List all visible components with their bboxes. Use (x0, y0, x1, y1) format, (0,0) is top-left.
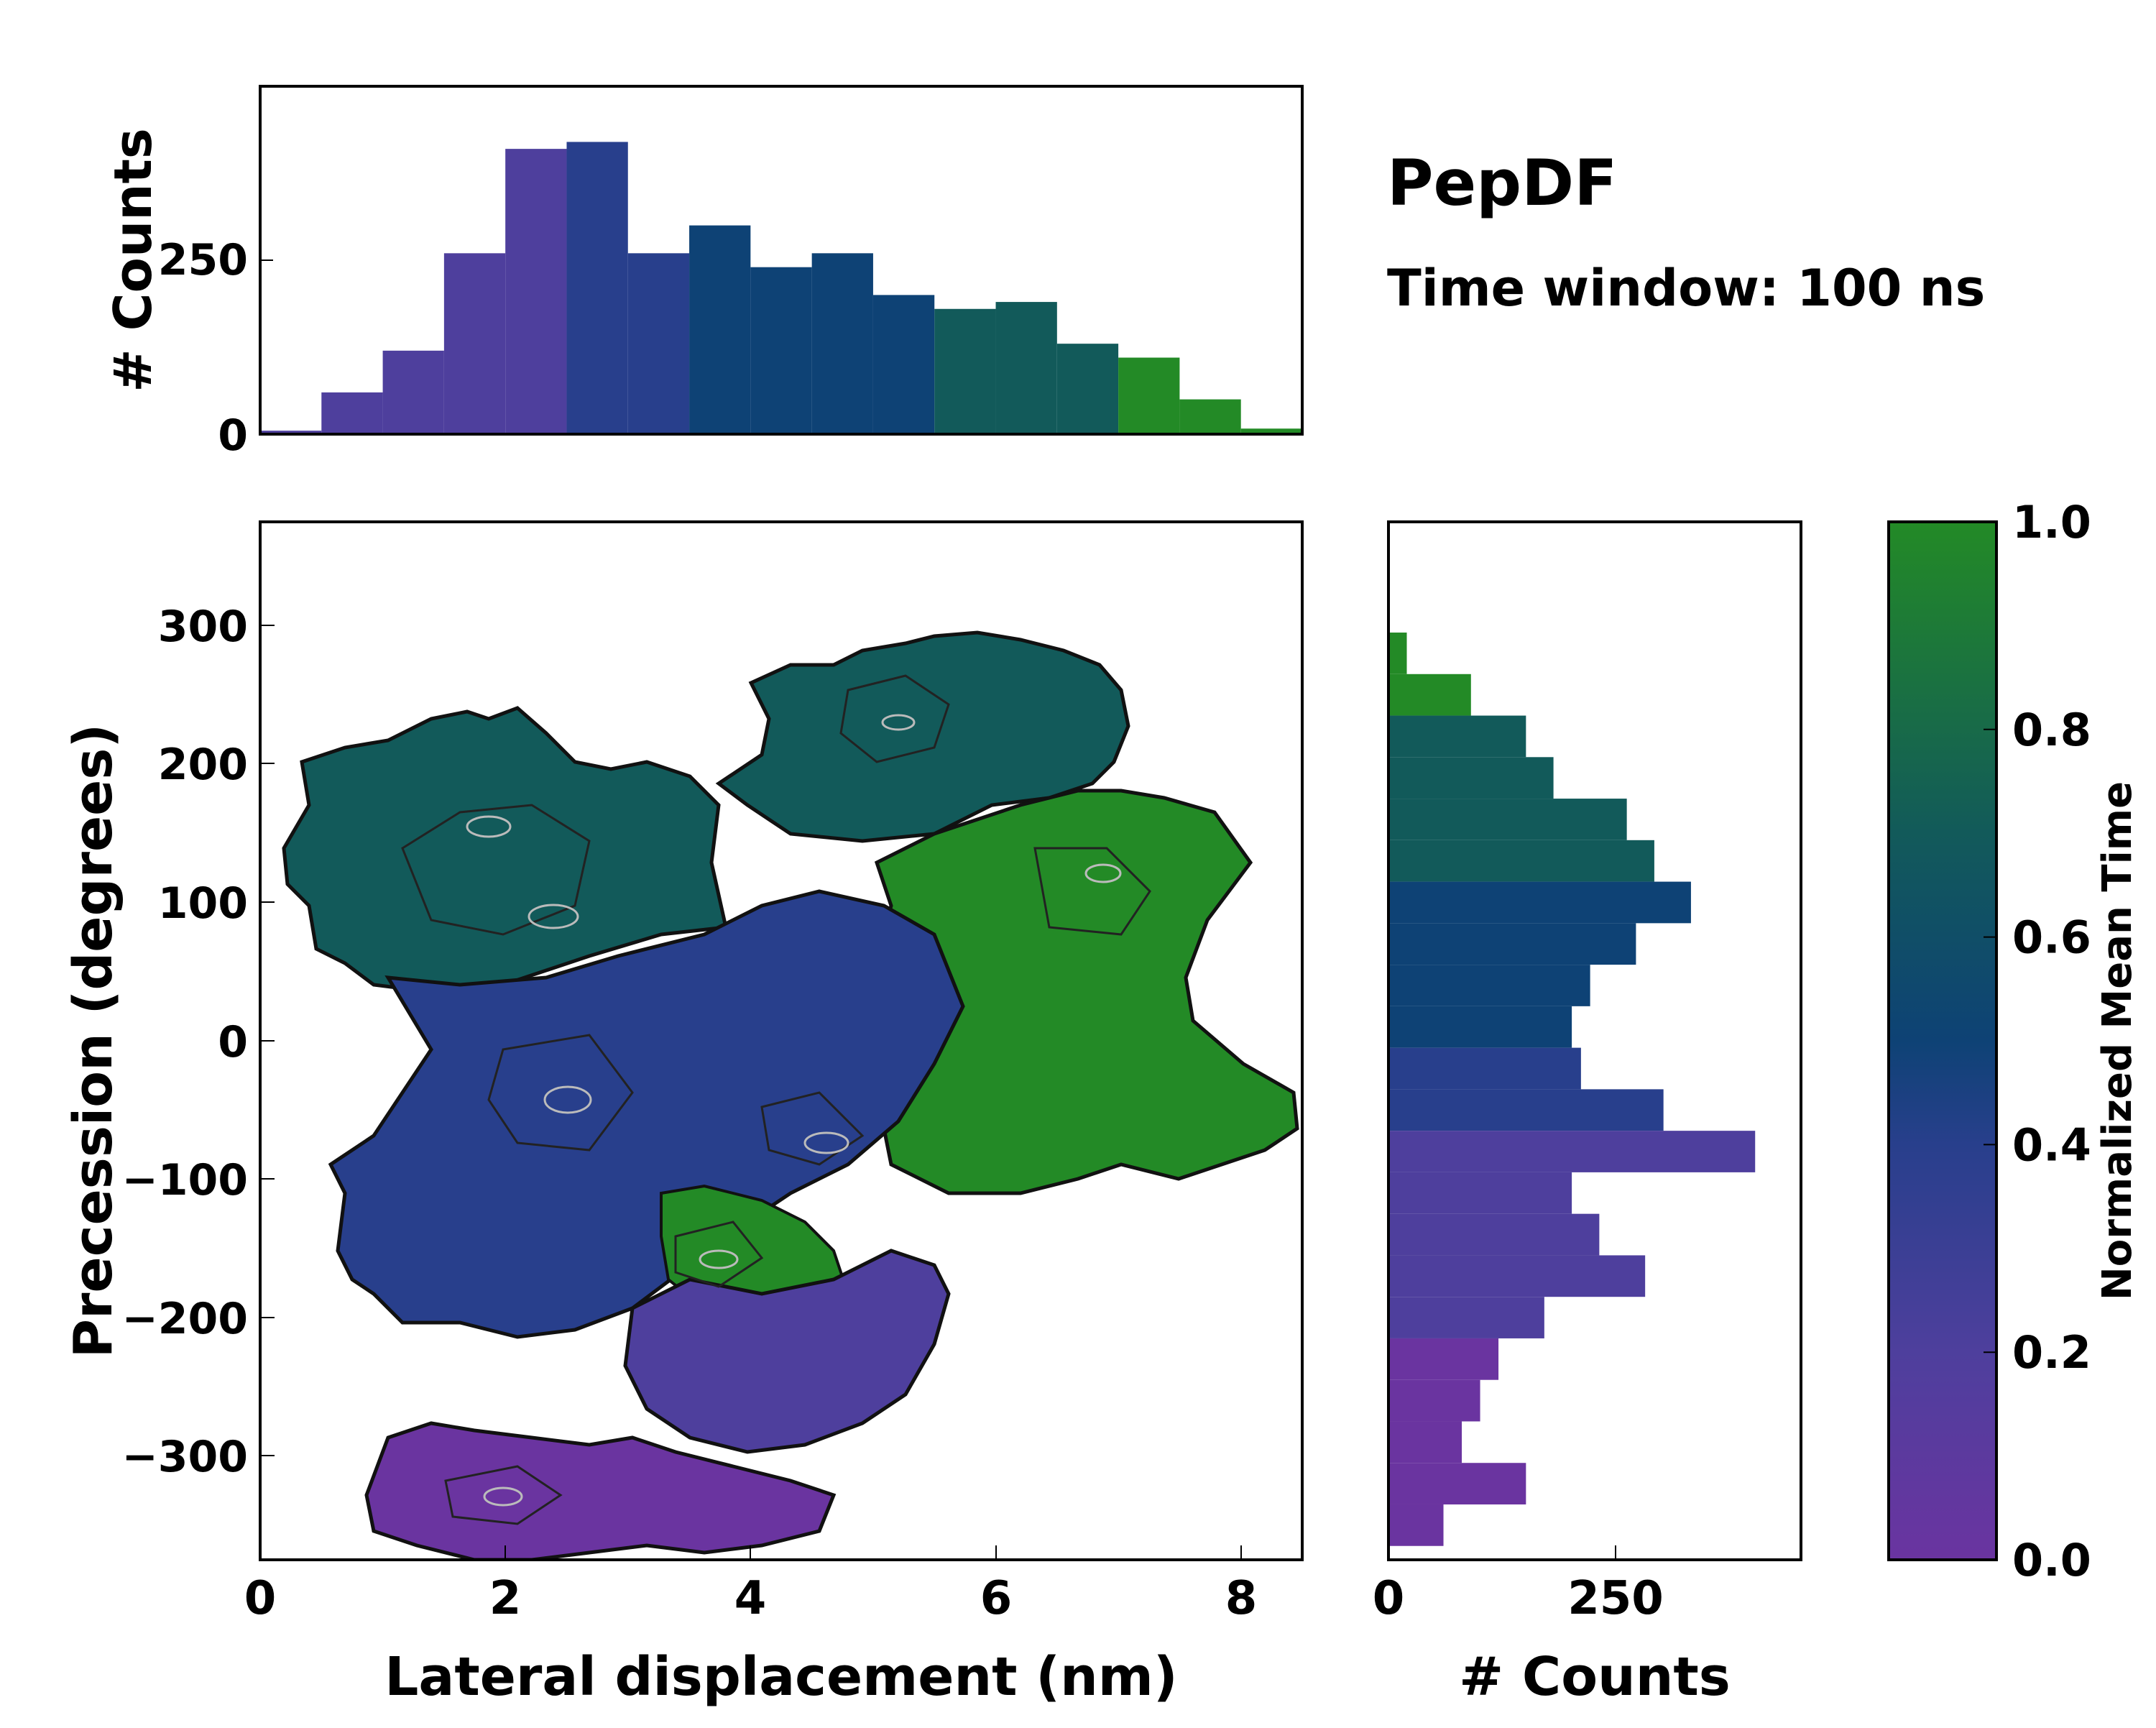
right-histogram-bar (1388, 840, 1654, 882)
main-xlabel: Lateral displacement (nm) (384, 1646, 1177, 1708)
xtick-label-2: 2 (489, 1572, 522, 1625)
right-histogram-bar (1388, 1297, 1544, 1338)
top-histogram: # Counts 0 250 (103, 85, 1304, 461)
top-histogram-bar (627, 253, 690, 434)
region-upper-left (282, 706, 729, 994)
right-histogram-bar (1388, 1504, 1444, 1546)
figure-title: PepDF (1387, 146, 1617, 220)
main-heatmap: 0 2 4 6 8 300 200 100 0 −100 −200 −300 L… (63, 520, 1304, 1708)
right-histogram-bar (1388, 1131, 1756, 1172)
top-histogram-bar (689, 225, 751, 434)
top-histogram-bar (321, 392, 383, 434)
colorbar-label: Normalized Mean Time (2094, 781, 2141, 1300)
colorbar-ticks: 1.0 0.8 0.6 0.4 0.2 0.0 (1984, 496, 2091, 1586)
region-bottom-purple (364, 1421, 837, 1560)
top-histogram-ylabel: # Counts (103, 128, 163, 392)
top-histogram-bar (934, 308, 996, 434)
top-histogram-bar (1056, 344, 1119, 434)
right-histogram-bar (1388, 1089, 1664, 1131)
ytick-label-100: 100 (158, 878, 248, 929)
figure-subtitle: Time window: 100 ns (1387, 259, 1985, 318)
top-histogram-bar (1179, 399, 1241, 434)
right-histogram-xlabel: # Counts (1459, 1646, 1731, 1708)
right-histogram-bar (1388, 757, 1554, 799)
ytick-label-300: 300 (158, 602, 248, 652)
main-x-ticks: 0 2 4 6 8 (244, 1545, 1258, 1625)
colorbar-tick-label: 0.0 (2012, 1534, 2091, 1586)
region-upper-right (715, 630, 1130, 843)
right-histogram-bar (1388, 715, 1526, 758)
right-histogram-bar (1388, 1379, 1480, 1422)
colorbar: 1.0 0.8 0.6 0.4 0.2 0.0 Normalized Mean Time (1887, 496, 2141, 1586)
top-histogram-bar (443, 253, 506, 434)
right-histogram-bar (1388, 1172, 1572, 1214)
xtick-label-6: 6 (980, 1572, 1013, 1625)
right-histogram-bar (1388, 881, 1691, 924)
right-histogram-bar (1388, 1047, 1581, 1090)
right-histogram-bar (1388, 633, 1407, 674)
right-histogram-bars (1388, 633, 1756, 1546)
xtick-label-0: 0 (244, 1572, 277, 1625)
top-ytick-label-0: 0 (218, 410, 248, 461)
colorbar-gradient (1887, 520, 1998, 1561)
region-lower-purple (623, 1249, 951, 1454)
ytick-label-0: 0 (218, 1017, 248, 1067)
top-histogram-bar (872, 295, 935, 434)
right-histogram-bar (1388, 965, 1590, 1006)
density-peaks (466, 714, 1122, 1507)
right-xtick-label-0: 0 (1373, 1572, 1405, 1625)
top-ytick-label-250: 250 (158, 235, 248, 285)
top-histogram-bar (382, 350, 444, 434)
colorbar-tick-label: 0.2 (2012, 1326, 2091, 1379)
ytick-label-neg200: −200 (121, 1294, 248, 1344)
main-ylabel: Precession (degrees) (63, 724, 124, 1358)
ytick-label-200: 200 (158, 740, 248, 790)
right-histogram-bar (1388, 799, 1627, 840)
top-histogram-bar (505, 149, 567, 434)
xtick-label-4: 4 (734, 1572, 767, 1625)
right-histogram-bar (1388, 1006, 1572, 1048)
right-histogram-bar (1388, 1421, 1462, 1463)
right-histogram-bar (1388, 1213, 1600, 1256)
colorbar-tick-label: 0.6 (2012, 911, 2091, 964)
top-histogram-bar (995, 302, 1057, 434)
ytick-label-neg100: −100 (121, 1155, 248, 1205)
top-histogram-bar (750, 267, 812, 434)
top-histogram-bar (1118, 357, 1180, 434)
right-histogram-frame (1387, 520, 1802, 1561)
colorbar-tick-label: 0.4 (2012, 1118, 2091, 1171)
right-histogram: 0 250 # Counts (1373, 520, 1802, 1708)
xtick-label-8: 8 (1225, 1572, 1258, 1625)
right-histogram-bar (1388, 674, 1471, 716)
right-histogram-bar (1388, 1255, 1646, 1297)
right-xtick-label-250: 250 (1567, 1572, 1664, 1625)
heatmap-plot-area (282, 630, 1299, 1560)
top-histogram-bars (260, 142, 1302, 434)
top-histogram-bar (811, 253, 873, 434)
colorbar-tick-label: 1.0 (2012, 496, 2091, 548)
right-histogram-bar (1388, 1463, 1526, 1504)
right-histogram-bar (1388, 1338, 1499, 1380)
top-histogram-bar (566, 142, 628, 434)
ytick-label-neg300: −300 (121, 1432, 248, 1482)
top-histogram-bar (260, 431, 322, 434)
right-histogram-bar (1388, 923, 1636, 965)
top-histogram-bar (1240, 428, 1302, 434)
colorbar-tick-label: 0.8 (2012, 704, 2091, 756)
main-y-ticks: 300 200 100 0 −100 −200 −300 (121, 602, 275, 1482)
